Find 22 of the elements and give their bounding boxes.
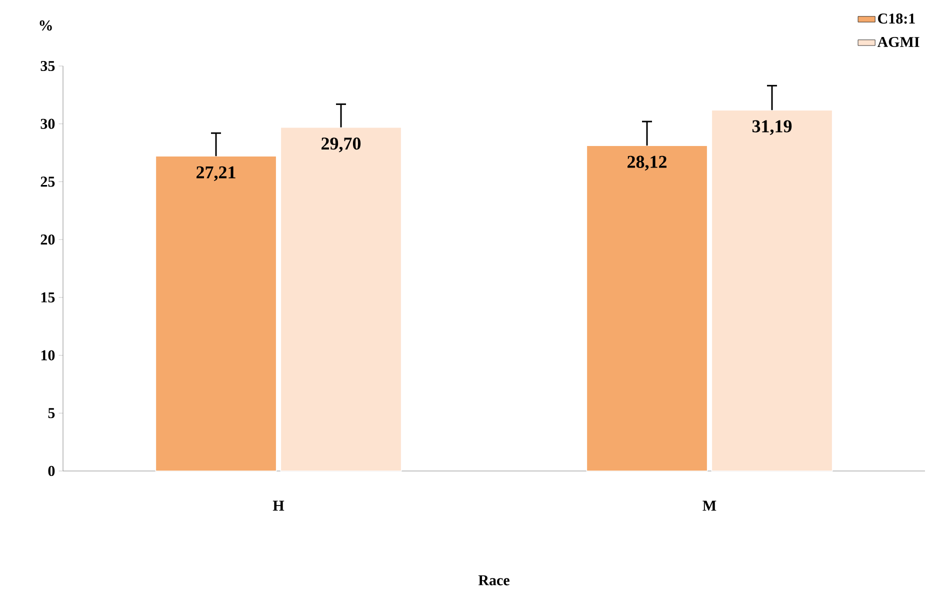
data-label: 27,21 xyxy=(196,166,236,182)
legend-label: C18:1 xyxy=(878,13,915,24)
y-tick-label: 25 xyxy=(40,176,55,187)
y-tick-label: 5 xyxy=(48,408,55,418)
y-tick-label: 0 xyxy=(48,466,55,476)
y-tick-label: 30 xyxy=(40,118,55,129)
bar xyxy=(155,156,277,472)
bar xyxy=(586,145,708,472)
x-axis-title: Race xyxy=(478,575,510,586)
data-label: 28,12 xyxy=(628,156,666,171)
bar xyxy=(280,126,402,472)
y-tick-label: 20 xyxy=(40,234,55,245)
legend-label: AGMI xyxy=(877,36,920,48)
y-tick-label: 10 xyxy=(41,350,55,360)
y-tick-label: 35 xyxy=(40,60,55,72)
bar xyxy=(711,110,833,472)
y-tick-label: 15 xyxy=(41,292,55,302)
data-label: 29,70 xyxy=(322,138,361,152)
x-tick-label: M xyxy=(702,500,716,511)
y-axis-title: % xyxy=(40,20,52,31)
x-tick-label: H xyxy=(272,500,284,511)
data-label: 31,19 xyxy=(752,120,792,135)
